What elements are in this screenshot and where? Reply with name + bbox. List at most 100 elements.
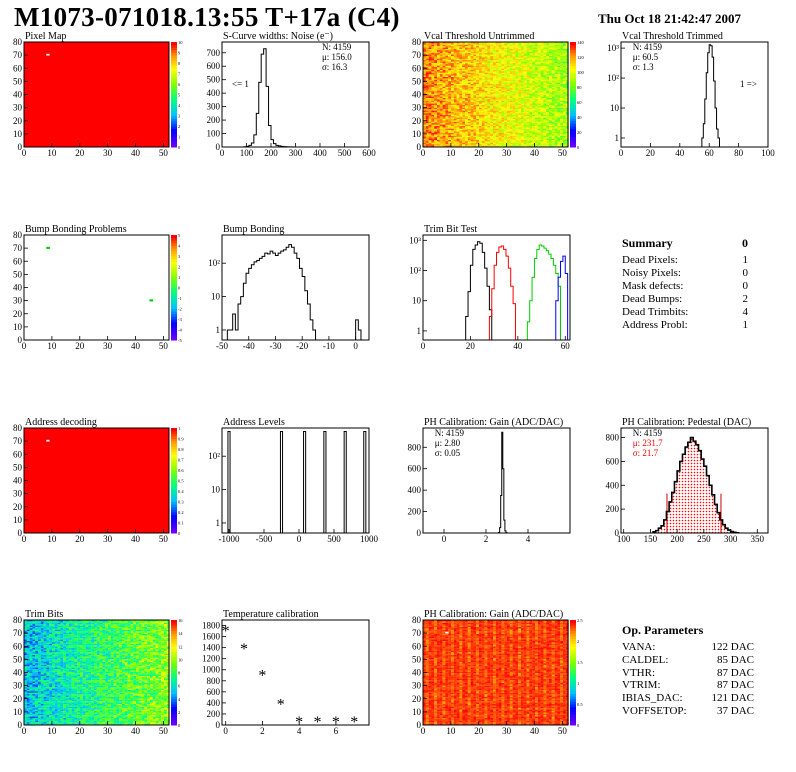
heatmap-cell	[136, 631, 139, 633]
heatmap-cell	[136, 628, 139, 630]
heatmap-cell	[428, 117, 432, 120]
heatmap-cell	[560, 77, 564, 79]
heatmap-cell	[560, 70, 564, 72]
heatmap-cell	[467, 51, 471, 54]
heatmap-cell	[554, 54, 558, 57]
colorbar-tick-label: 0.8	[178, 447, 184, 452]
heatmap-cell	[448, 57, 452, 59]
heatmap-cell	[565, 51, 569, 54]
heatmap-cell	[453, 95, 457, 97]
heatmap-cell	[425, 126, 429, 128]
heatmap-cell	[554, 44, 558, 47]
heatmap-cell	[462, 82, 466, 85]
heatmap-cell	[565, 58, 569, 61]
heatmap-cell	[523, 145, 527, 148]
heatmap-cell	[453, 141, 457, 143]
heatmap-cell	[518, 123, 522, 125]
heatmap-cell	[459, 110, 463, 113]
heatmap-cell	[507, 127, 510, 129]
heatmap-cell	[565, 116, 569, 118]
heatmap-cell	[540, 42, 544, 44]
heatmap-cell	[549, 64, 552, 66]
heatmap-cell	[537, 133, 541, 135]
chart-address-decoding: Address decoding00.10.20.30.40.50.60.70.…	[13, 417, 184, 544]
heatmap-cell	[560, 123, 564, 125]
heatmap-cell	[563, 96, 566, 99]
colorbar-cell	[171, 467, 177, 471]
colorbar-cell	[171, 68, 177, 72]
heatmap-cell	[434, 141, 438, 143]
heatmap-cell	[487, 74, 491, 76]
colorbar-tick-label: 3	[178, 114, 181, 119]
heatmap-cell	[456, 140, 460, 142]
heatmap-cell	[445, 120, 449, 122]
heatmap-cell	[437, 123, 440, 125]
heatmap-cell	[554, 140, 558, 142]
y-tick-label: 20	[13, 116, 23, 126]
heatmap-cell	[442, 131, 446, 134]
heatmap-cell	[565, 50, 569, 52]
heatmap-cell	[526, 133, 530, 135]
heatmap-cell	[551, 144, 555, 146]
heatmap-cell	[532, 127, 536, 129]
heatmap-cell	[507, 53, 510, 55]
heatmap-cell	[521, 103, 524, 106]
heatmap-cell	[439, 53, 443, 55]
heatmap-cell	[451, 121, 454, 124]
heatmap-cell	[439, 95, 443, 97]
heatmap-cell	[456, 74, 460, 76]
heatmap-cell	[543, 42, 547, 44]
heatmap-cell	[425, 103, 429, 106]
heatmap-cell	[521, 42, 524, 44]
x-tick-label: 40	[675, 148, 685, 158]
heatmap-cell	[465, 109, 468, 111]
colorbar-cell	[171, 512, 177, 516]
heatmap-cell	[462, 60, 466, 62]
heatmap-cell	[481, 88, 485, 90]
heatmap-cell	[428, 112, 432, 114]
heatmap-cell	[442, 135, 446, 138]
heatmap-cell	[439, 116, 443, 118]
heatmap-cell	[512, 140, 516, 142]
colorbar-cell	[171, 509, 177, 513]
heatmap-cell	[560, 88, 564, 90]
heatmap-cell	[108, 622, 111, 625]
heatmap-cell	[507, 68, 510, 71]
y-tick-label: 1	[216, 325, 221, 335]
heatmap-cell	[459, 82, 463, 85]
heatmap-cell	[71, 624, 75, 626]
heatmap-cell	[431, 113, 435, 115]
heatmap-cell	[481, 72, 485, 75]
heatmap-cell	[484, 110, 488, 113]
heatmap-cell	[467, 92, 471, 94]
heatmap-cell	[563, 99, 566, 101]
heatmap-cell	[498, 116, 502, 118]
heatmap-cell	[467, 137, 471, 139]
heatmap-cell	[490, 86, 494, 89]
heatmap-cell	[451, 78, 454, 80]
heatmap-cell	[52, 627, 55, 629]
heatmap-cell	[487, 57, 491, 59]
heatmap-cell	[549, 119, 552, 121]
heatmap-cell	[431, 124, 435, 127]
heatmap-cell	[434, 128, 438, 131]
heatmap-cell	[470, 117, 474, 120]
heatmap-cell	[537, 110, 541, 113]
heatmap-cell	[512, 126, 516, 128]
heatmap-cell	[465, 79, 468, 82]
heatmap-cell	[462, 131, 466, 134]
heatmap-cell	[479, 70, 482, 72]
heatmap-cell	[509, 112, 513, 114]
heatmap-cell	[476, 78, 480, 80]
heatmap-cell	[484, 85, 488, 87]
heatmap-cell	[442, 54, 446, 57]
heatmap-cell	[540, 82, 544, 85]
heatmap-cell	[29, 622, 33, 625]
heatmap-cell	[493, 141, 496, 143]
heatmap-cell	[71, 620, 75, 622]
heatmap-cell	[437, 107, 440, 110]
heatmap-cell	[439, 74, 443, 76]
heatmap-cell	[423, 72, 426, 75]
heatmap-cell	[105, 632, 109, 635]
heatmap-cell	[439, 84, 443, 86]
